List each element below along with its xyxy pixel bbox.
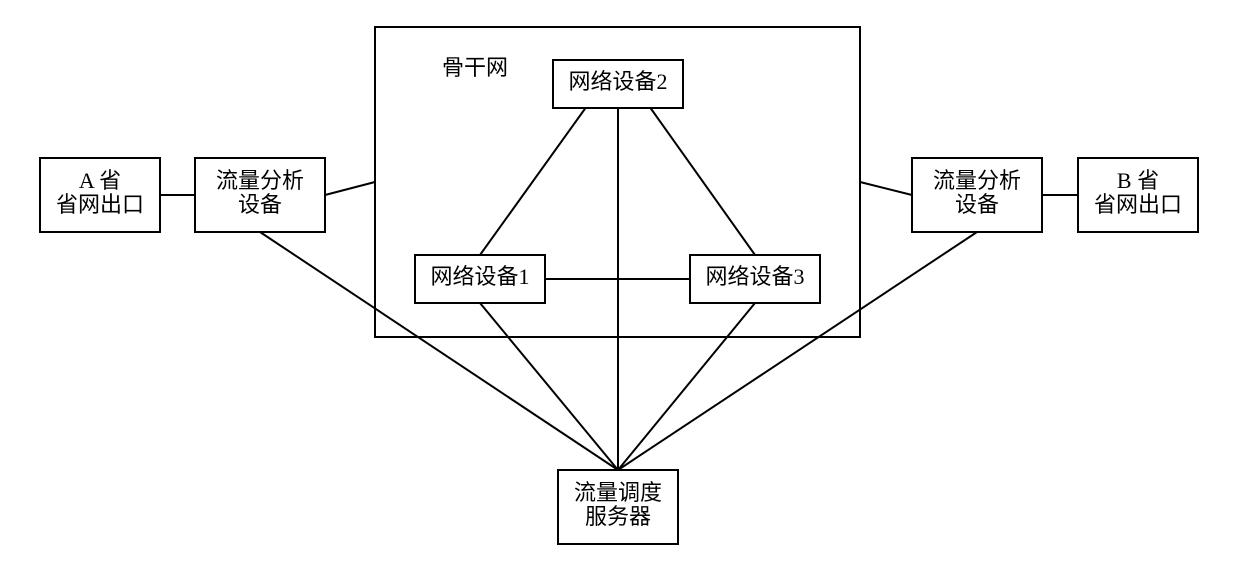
node-scheduler: 流量调度服务器 [558, 470, 678, 544]
edge [651, 108, 756, 255]
node-label: 设备 [955, 192, 999, 217]
node-analyzer-left: 流量分析设备 [195, 158, 325, 232]
edge [480, 108, 586, 255]
node-label: 流量分析 [933, 168, 1021, 193]
node-label: A 省 [79, 168, 121, 193]
node-net-dev-1: 网络设备1 [415, 255, 545, 303]
node-label: 网络设备2 [568, 69, 667, 94]
edge [860, 182, 912, 195]
edge [325, 182, 375, 195]
node-label: B 省 [1117, 168, 1159, 193]
edge [480, 303, 618, 470]
node-net-dev-2: 网络设备2 [553, 60, 683, 108]
node-label: 设备 [238, 192, 282, 217]
node-b-province: B 省省网出口 [1078, 158, 1198, 232]
node-label: 省网出口 [56, 192, 144, 217]
edge [618, 303, 755, 470]
node-label: 省网出口 [1094, 192, 1182, 217]
node-analyzer-right: 流量分析设备 [912, 158, 1042, 232]
node-label: 网络设备3 [705, 264, 804, 289]
node-label: 流量调度 [574, 480, 662, 505]
node-label: 流量分析 [216, 168, 304, 193]
node-net-dev-3: 网络设备3 [690, 255, 820, 303]
backbone-frame-label: 骨干网 [442, 55, 508, 80]
node-a-province: A 省省网出口 [40, 158, 160, 232]
node-label: 网络设备1 [430, 264, 529, 289]
node-label: 服务器 [585, 504, 651, 529]
